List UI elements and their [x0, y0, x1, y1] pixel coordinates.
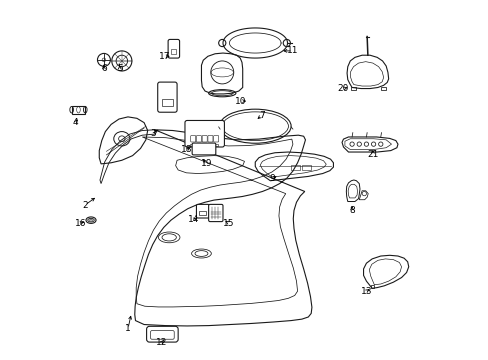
Text: 9: 9 [269, 174, 275, 183]
Text: 2: 2 [82, 201, 87, 210]
Text: 18: 18 [181, 145, 192, 154]
Bar [380, 87, 386, 90]
Bar [171, 49, 176, 54]
FancyBboxPatch shape [213, 135, 218, 142]
Text: 21: 21 [366, 150, 378, 159]
FancyBboxPatch shape [192, 143, 215, 155]
Text: 16: 16 [75, 219, 86, 228]
Bar [190, 144, 192, 145]
Bar [195, 144, 198, 145]
Text: 8: 8 [348, 206, 354, 215]
FancyBboxPatch shape [208, 204, 223, 222]
FancyBboxPatch shape [158, 82, 177, 112]
Text: 10: 10 [235, 96, 246, 105]
Bar [215, 144, 218, 145]
Text: 13: 13 [360, 287, 371, 296]
Text: 5: 5 [117, 64, 122, 73]
FancyBboxPatch shape [146, 326, 178, 342]
Bar [162, 99, 172, 107]
FancyBboxPatch shape [150, 330, 174, 339]
Bar [199, 211, 206, 215]
Text: 1: 1 [125, 324, 131, 333]
Text: 11: 11 [286, 46, 298, 55]
FancyBboxPatch shape [190, 135, 195, 142]
Bar [350, 87, 355, 90]
Text: 14: 14 [187, 215, 199, 224]
Text: 6: 6 [101, 64, 106, 73]
Bar [200, 144, 203, 145]
Text: 19: 19 [201, 159, 212, 168]
Bar [210, 144, 212, 145]
Bar [204, 144, 207, 145]
FancyBboxPatch shape [196, 135, 201, 142]
Text: 15: 15 [223, 219, 234, 228]
FancyBboxPatch shape [202, 135, 207, 142]
Text: 20: 20 [337, 84, 348, 93]
Text: 4: 4 [72, 118, 78, 127]
Text: 7: 7 [258, 111, 264, 120]
Text: 12: 12 [156, 338, 167, 347]
Text: 17: 17 [159, 52, 170, 61]
Bar [370, 285, 373, 288]
Bar [301, 165, 310, 170]
FancyBboxPatch shape [168, 40, 179, 58]
FancyBboxPatch shape [207, 135, 212, 142]
Bar [290, 165, 300, 170]
FancyBboxPatch shape [184, 121, 224, 147]
FancyBboxPatch shape [196, 204, 209, 218]
Text: 3: 3 [150, 129, 156, 138]
Bar [72, 106, 85, 114]
